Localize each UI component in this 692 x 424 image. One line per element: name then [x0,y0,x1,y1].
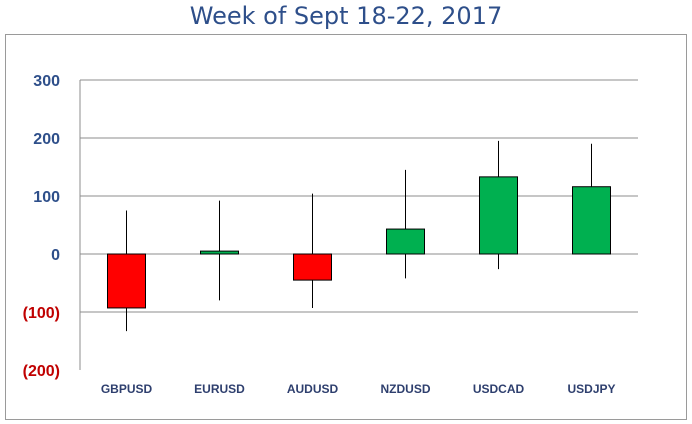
candle-body-gbpusd [107,253,146,309]
x-tick-label-usdjpy: USDJPY [567,382,615,396]
y-tick-label: 100 [33,189,60,206]
candle-body-eurusd [200,250,239,255]
x-tick-label-nzdusd: NZDUSD [381,382,431,396]
x-tick-label-gbpusd: GBPUSD [101,382,153,396]
y-tick-label: 300 [33,73,60,90]
y-tick-label: 200 [33,131,60,148]
candle-body-usdjpy [572,186,611,255]
y-tick-label: 0 [51,247,60,264]
x-tick-label-usdcad: USDCAD [473,382,525,396]
candle-body-audusd [293,253,332,281]
chart-title: Week of Sept 18-22, 2017 [189,2,503,30]
x-tick-label-eurusd: EURUSD [194,382,245,396]
x-tick-label-audusd: AUDUSD [287,382,339,396]
candle-body-nzdusd [386,228,425,255]
chart-frame [5,34,687,420]
y-tick-label: (200) [23,363,60,380]
candle-body-usdcad [479,176,518,255]
y-tick-label: (100) [23,305,60,322]
